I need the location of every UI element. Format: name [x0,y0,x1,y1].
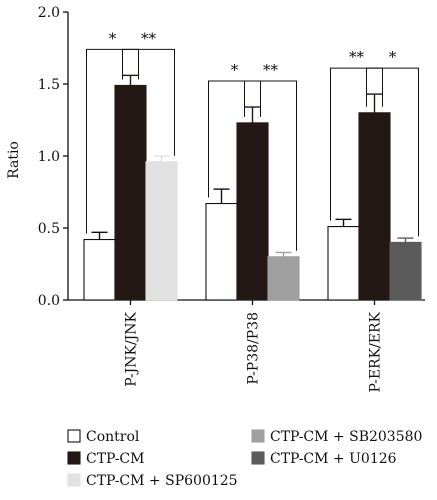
significance-bracket [330,67,383,221]
x-tick-label: P-P38/P38 [246,312,262,385]
y-tick-label: 0.5 [38,221,60,237]
legend-swatch [251,429,265,443]
bar [83,238,116,301]
y-tick-label: 1.5 [38,77,60,93]
bar [236,122,269,301]
bars [83,74,422,301]
legend-label: Control [86,429,140,445]
legend-label: CTP-CM + SB203580 [270,429,422,445]
significance-label: ** [263,61,279,79]
significance-label: * [389,48,397,66]
significance-bracket [244,80,297,251]
bar [114,84,147,301]
y-tick-label: 1.0 [38,149,60,165]
significance-label: ** [141,29,157,47]
y-tick-label: 0.0 [38,293,60,309]
legend-label: CTP-CM + U0126 [270,451,397,467]
significance-bracket [366,67,419,237]
significance-bracket [86,48,139,234]
x-tick-label: P-ERK/ERK [368,311,384,392]
x-tick-label: P-JNK/JNK [124,311,140,386]
bar [267,256,300,301]
legend-label: CTP-CM + SP600125 [86,473,238,489]
significance-bracket [208,80,261,198]
legend-label: CTP-CM [86,451,144,467]
bar [358,112,391,301]
bar [389,241,422,301]
legend-swatch [67,451,81,465]
legend: Control CTP-CM CTP-CM + SP600125 CTP-CM + S… [67,429,422,489]
bar [145,161,178,301]
significance-label: * [109,29,117,47]
bar [327,226,360,301]
axes: 0.0 0.5 1.0 1.5 2.0 P-JNK/JNK P-P38/P38 P-ERK/E… [38,5,425,393]
legend-swatch [67,429,81,443]
y-axis-label: Ratio [6,141,22,179]
significance-label: ** [349,48,365,66]
significance-bracket [122,48,175,156]
significance-label: * [231,61,239,79]
legend-swatch [67,473,81,487]
significance-brackets: * *** **** * [86,29,419,251]
y-tick-label: 2.0 [38,5,60,21]
legend-swatch [251,451,265,465]
bar [205,202,238,301]
